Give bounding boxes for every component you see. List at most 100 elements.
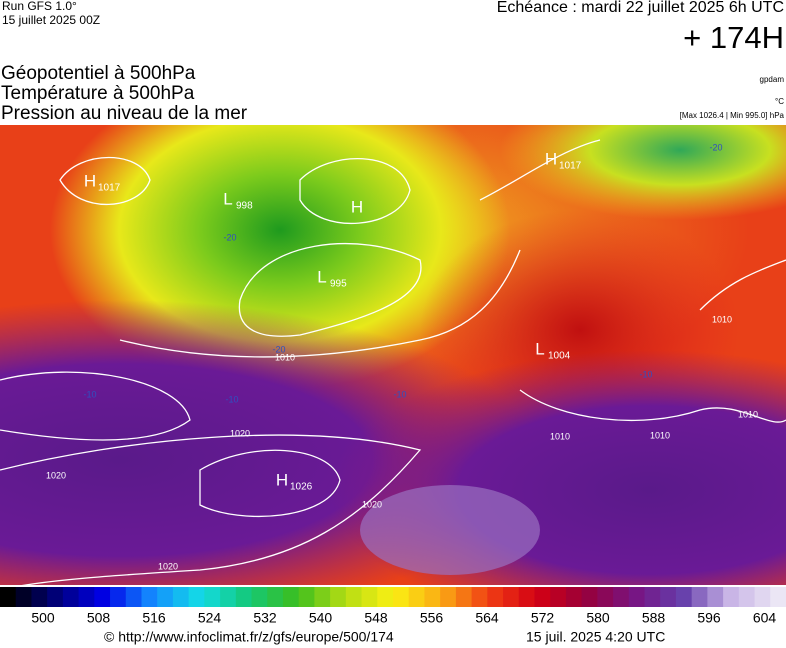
colorbar-swatch bbox=[770, 587, 786, 607]
pressure-center-value: 1004 bbox=[548, 351, 571, 362]
pressure-center-type: H bbox=[276, 470, 288, 489]
colorbar-tick-label: 524 bbox=[198, 610, 222, 626]
colorbar-swatch bbox=[31, 587, 48, 607]
colorbar-swatch bbox=[644, 587, 661, 607]
colorbar-swatch bbox=[455, 587, 473, 607]
colorbar-swatch bbox=[78, 587, 95, 607]
isobar-label: 1010 bbox=[738, 409, 758, 419]
colorbar-swatch bbox=[125, 587, 142, 607]
colorbar-tick-label: 532 bbox=[253, 610, 277, 626]
colorbar-swatch bbox=[157, 587, 174, 607]
temperature-label: -10 bbox=[83, 389, 96, 399]
colorbar-swatch bbox=[393, 587, 410, 607]
colorbar-tick-label: 556 bbox=[420, 610, 444, 626]
run-date: 15 juillet 2025 00Z bbox=[2, 13, 100, 27]
unit: gpdam bbox=[760, 75, 785, 84]
colorbar-swatch bbox=[345, 587, 363, 607]
colorbar-tick-label: 516 bbox=[142, 610, 166, 626]
pressure-center-type: H bbox=[351, 197, 363, 216]
map bbox=[0, 125, 786, 585]
horizon: + 174H bbox=[683, 20, 784, 55]
colorbar-swatch bbox=[267, 587, 284, 607]
footer-timestamp: 15 juil. 2025 4:20 UTC bbox=[526, 629, 665, 645]
colorbar-tick-label: 508 bbox=[87, 610, 111, 626]
colorbar-swatch bbox=[330, 587, 347, 607]
layer-title: Géopotentiel à 500hPa bbox=[1, 63, 196, 84]
pressure-center-type: L bbox=[535, 339, 544, 358]
echeance: Echéance : mardi 22 juillet 2025 6h UTC bbox=[497, 0, 784, 16]
temperature-label: -10 bbox=[225, 394, 238, 404]
isobar-label: 1010 bbox=[712, 314, 732, 324]
colorbar-tick-label: 588 bbox=[642, 610, 666, 626]
colorbar-swatch bbox=[220, 587, 237, 607]
colorbar-swatch bbox=[518, 587, 535, 607]
footer-url: © http://www.infoclimat.fr/z/gfs/europe/… bbox=[104, 629, 394, 645]
colorbar-tick-label: 596 bbox=[697, 610, 721, 626]
colorbar-tick-label: 500 bbox=[31, 610, 55, 626]
colorbar-tick-label: 564 bbox=[475, 610, 499, 626]
unit: °C bbox=[775, 97, 784, 106]
isobar-label: 1020 bbox=[362, 499, 382, 509]
colorbar-swatch bbox=[204, 587, 221, 607]
colorbar-swatch bbox=[754, 587, 771, 607]
colorbar-swatch bbox=[660, 587, 677, 607]
colorbar-swatch bbox=[94, 587, 111, 607]
pressure-center-type: L bbox=[317, 267, 326, 286]
colorbar-swatch bbox=[282, 587, 300, 607]
pressure-center-type: H bbox=[545, 149, 557, 168]
pressure-center-value: 1017 bbox=[98, 183, 121, 194]
colorbar-tick-label: 548 bbox=[364, 610, 388, 626]
colorbar-swatch bbox=[550, 587, 567, 607]
isobar-label: 1020 bbox=[230, 428, 250, 438]
isobar-label: 1010 bbox=[275, 352, 295, 362]
pressure-center-type: L bbox=[223, 189, 232, 208]
layer-title: Température à 500hPa bbox=[1, 83, 195, 104]
colorbar-tick-label: 540 bbox=[309, 610, 333, 626]
colorbar-swatch bbox=[613, 587, 630, 607]
isobar-label: 1010 bbox=[650, 430, 670, 440]
colorbar-swatch bbox=[628, 587, 646, 607]
run: Run GFS 1.0° bbox=[2, 0, 77, 13]
temperature-label: -20 bbox=[223, 232, 236, 242]
colorbar-swatch bbox=[314, 587, 331, 607]
isobar-label: 1010 bbox=[550, 431, 570, 441]
colorbar-swatch bbox=[361, 587, 378, 607]
colorbar bbox=[0, 587, 786, 607]
colorbar-swatch bbox=[15, 587, 32, 607]
colorbar-swatch bbox=[298, 587, 315, 607]
colorbar-swatch bbox=[110, 587, 127, 607]
colorbar-swatch bbox=[738, 587, 756, 607]
temperature-label: -10 bbox=[393, 389, 406, 399]
colorbar-swatch bbox=[534, 587, 551, 607]
unit: [Max 1026.4 | Min 995.0] hPa bbox=[680, 111, 785, 120]
colorbar-swatch bbox=[141, 587, 158, 607]
pressure-center-value: 995 bbox=[330, 279, 347, 290]
colorbar-swatch bbox=[0, 587, 17, 607]
colorbar-swatch bbox=[408, 587, 425, 607]
colorbar-swatch bbox=[47, 587, 64, 607]
pressure-center-value: 1026 bbox=[290, 482, 313, 493]
colorbar-swatch bbox=[377, 587, 394, 607]
colorbar-swatch bbox=[565, 587, 583, 607]
pressure-center-value: 998 bbox=[236, 201, 253, 212]
pressure-center-value: 1017 bbox=[559, 161, 582, 172]
colorbar-swatch bbox=[235, 587, 253, 607]
colorbar-tick-label: 580 bbox=[586, 610, 610, 626]
colorbar-swatch bbox=[597, 587, 614, 607]
colorbar-swatch bbox=[188, 587, 205, 607]
colorbar-tick-label: 572 bbox=[531, 610, 555, 626]
temperature-label: -10 bbox=[639, 369, 652, 379]
colorbar-swatch bbox=[487, 587, 504, 607]
colorbar-swatch bbox=[707, 587, 724, 607]
colorbar-swatch bbox=[172, 587, 190, 607]
colorbar-swatch bbox=[440, 587, 457, 607]
temperature-label: -20 bbox=[709, 142, 722, 152]
colorbar-swatch bbox=[424, 587, 441, 607]
colorbar-swatch bbox=[691, 587, 708, 607]
temperature-label: -20 bbox=[272, 344, 285, 354]
colorbar-swatch bbox=[675, 587, 693, 607]
colorbar-swatch bbox=[62, 587, 80, 607]
colorbar-swatch bbox=[471, 587, 488, 607]
colorbar-swatch bbox=[251, 587, 268, 607]
